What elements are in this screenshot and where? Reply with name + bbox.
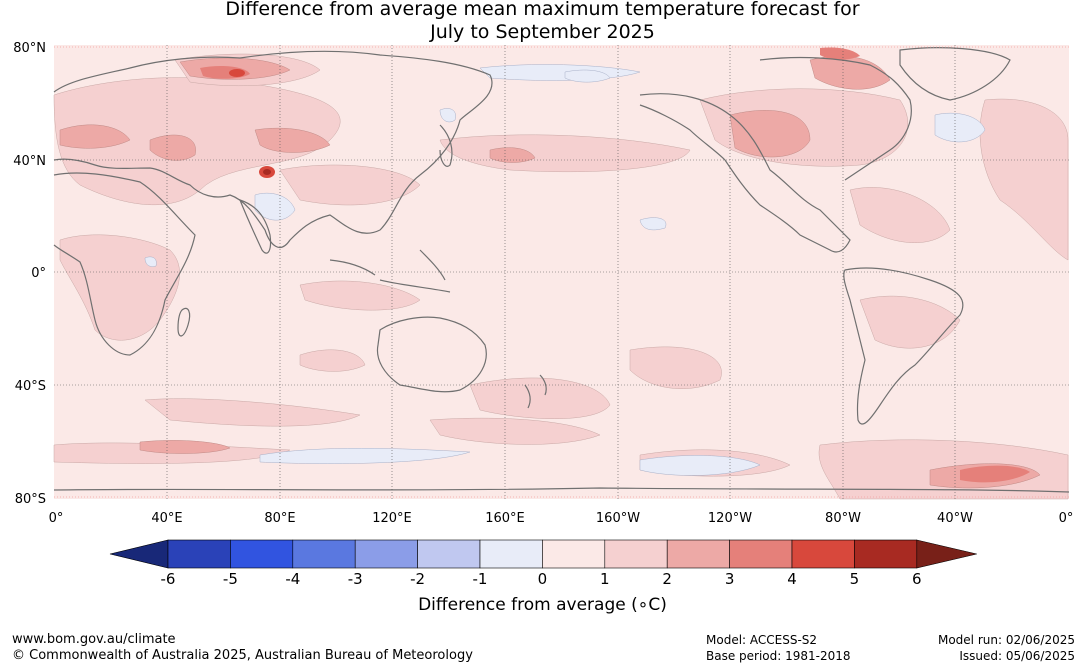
lat-label-40n: 40°N [13, 154, 46, 169]
colorbar-tick-label: -1 [473, 570, 488, 588]
colorbar-arrow-low [109, 539, 169, 569]
colorbar-segment [417, 539, 481, 569]
lat-label-80s: 80°S [15, 492, 46, 507]
lat-label-80n: 80°N [13, 41, 46, 56]
lon-label-0-east: 0° [1059, 511, 1074, 526]
map-title-line1: Difference from average mean maximum tem… [225, 0, 860, 20]
model-name: Model: ACCESS-S2 [706, 633, 818, 647]
colorbar-tick-label: 4 [787, 570, 797, 588]
copyright-text: © Commonwealth of Australia 2025, Austra… [12, 648, 473, 663]
colorbar-tick-label: 5 [850, 570, 860, 588]
colorbar-tick-label: -2 [410, 570, 425, 588]
website-link[interactable]: www.bom.gov.au/climate [12, 632, 176, 647]
colorbar-label: Difference from average (∘C) [418, 595, 667, 615]
lat-label-40s: 40°S [15, 379, 46, 394]
lat-label-0: 0° [31, 266, 46, 281]
lon-label-0: 0° [49, 511, 64, 526]
coastlines [53, 47, 1070, 493]
anomaly-patches-cool [144, 64, 986, 476]
colorbar-tick-label: 2 [662, 570, 672, 588]
lon-label-120w: 120°W [708, 511, 752, 526]
colorbar-segment [604, 539, 668, 569]
colorbar-segment [479, 539, 543, 569]
base-period: Base period: 1981-2018 [706, 649, 851, 663]
lon-label-40e: 40°E [151, 511, 182, 526]
anomaly-hotspots [200, 47, 1030, 483]
lon-label-40w: 40°W [937, 511, 973, 526]
lon-label-160w: 160°W [596, 511, 640, 526]
colorbar-segment [791, 539, 855, 569]
colorbar-tick-label: -6 [161, 570, 176, 588]
colorbar-tick-label: -5 [223, 570, 238, 588]
colorbar-tick-label: 0 [538, 570, 548, 588]
colorbar-segment [354, 539, 418, 569]
colorbar-tick-label: -4 [285, 570, 300, 588]
colorbar-tick-label: -3 [348, 570, 363, 588]
colorbar-arrow-high [916, 539, 977, 569]
colorbar-segment [854, 539, 918, 569]
colorbar-tick-label: 3 [725, 570, 735, 588]
colorbar-tick-label: 1 [600, 570, 610, 588]
lon-label-120e: 120°E [372, 511, 412, 526]
colorbar-segment [230, 539, 294, 569]
issued-date: Issued: 05/06/2025 [959, 649, 1075, 663]
colorbar-segment [292, 539, 356, 569]
colorbar-segment [167, 539, 231, 569]
lon-label-160e: 160°E [485, 511, 525, 526]
colorbar-segment [542, 539, 606, 569]
colorbar-segment [729, 539, 793, 569]
model-run-date: Model run: 02/06/2025 [937, 633, 1075, 647]
colorbar-tick-label: 6 [912, 570, 922, 588]
graticule [54, 45, 1069, 499]
map-title-line2: July to September 2025 [430, 21, 655, 43]
map-edge-lines [54, 46, 1069, 498]
lon-label-80w: 80°W [825, 511, 861, 526]
colorbar: -6 -5 -4 -3 -2 -1 0 1 2 3 4 5 6 [109, 539, 977, 588]
lon-label-80e: 80°E [264, 511, 295, 526]
colorbar-segment [666, 539, 730, 569]
